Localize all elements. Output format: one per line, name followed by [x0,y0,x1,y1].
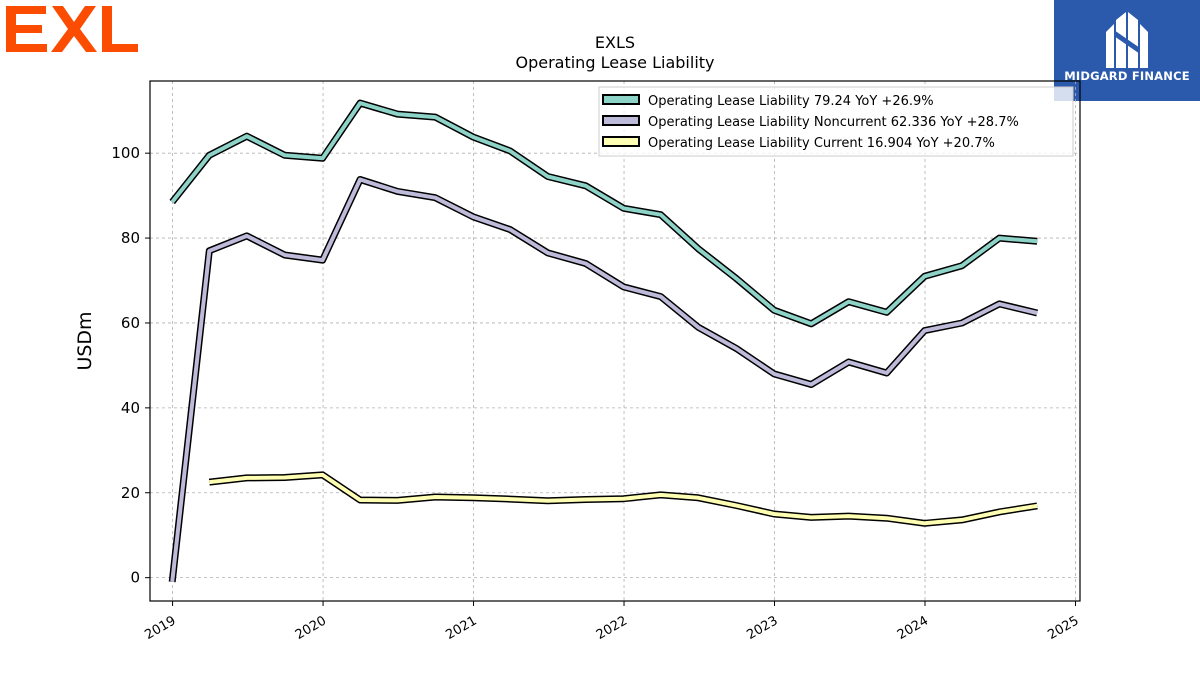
series-line-2 [209,472,1038,526]
x-tick-label: 2025 [1045,613,1081,643]
exl-logo-letters [6,6,138,52]
x-tick-label: 2020 [293,613,329,643]
legend-swatch-lease [602,94,640,105]
chart-title: EXLS [595,33,635,52]
y-tick-label: 80 [121,229,140,247]
series-line-1 [170,177,1038,583]
legend-label-current: Operating Lease Liability Current 16.904… [648,136,995,151]
y-tick-label: 60 [121,314,140,332]
midgard-finance-wordmark: MIDGARD FINANCE [1064,69,1190,83]
y-tick-label: 20 [121,484,140,502]
legend: Operating Lease Liability 79.24 YoY +26.… [598,86,1074,157]
x-tick-label: 2023 [744,613,780,643]
x-tick-label: 2021 [443,613,479,643]
legend-label-lease: Operating Lease Liability 79.24 YoY +26.… [648,94,934,109]
midgard-emblem-icon [1106,12,1148,68]
legend-swatch-noncurrent [602,115,640,126]
y-tick-label: 100 [111,144,140,162]
x-tick-label: 2024 [895,613,931,643]
legend-box [598,86,1074,157]
legend-label-noncurrent: Operating Lease Liability Noncurrent 62.… [648,115,1019,130]
x-tick-label: 2022 [594,613,630,643]
x-tick-label: 2019 [142,613,178,643]
y-tick-label: 0 [130,569,140,587]
plot-frame [149,80,1081,602]
grid-lines [150,81,1080,601]
series-line-0 [170,101,1038,326]
y-axis-label: USDm [74,311,96,370]
midgard-finance-logo: MIDGARD FINANCE [1054,0,1200,101]
y-tick-label: 40 [121,399,140,417]
chart-subtitle: Operating Lease Liability [515,53,714,72]
legend-swatch-current [602,136,640,147]
series-lines [168,99,1039,583]
exl-logo [6,6,138,52]
x-axis-ticks: 2019 2020 2021 2022 2023 2024 2025 [142,601,1081,643]
y-axis-ticks: 0 20 40 60 80 100 [111,144,150,587]
